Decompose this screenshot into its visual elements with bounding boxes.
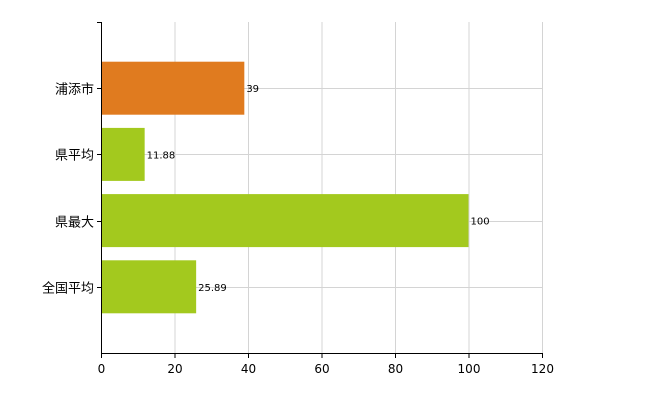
x-tick-label-0: 0 xyxy=(98,362,106,376)
axes xyxy=(97,22,543,358)
x-tick-label-6: 120 xyxy=(531,362,554,376)
value-label-1: 11.88 xyxy=(147,150,176,161)
x-tick-label-1: 20 xyxy=(167,362,182,376)
x-tick-label-2: 40 xyxy=(241,362,256,376)
bar-0 xyxy=(102,61,245,115)
category-label-1: 県平均 xyxy=(55,149,94,164)
category-label-0: 浦添市 xyxy=(55,82,94,98)
value-label-2: 100 xyxy=(471,217,490,228)
x-tick-label-4: 80 xyxy=(388,362,403,376)
category-label-2: 県最大 xyxy=(55,216,94,231)
x-tick-label-3: 60 xyxy=(314,362,329,376)
labels: 39 11.88 100 25.89 0 20 40 60 80 100 120 浦添市県平均県最大全… xyxy=(42,82,554,377)
bar-2 xyxy=(102,194,469,248)
bar-1 xyxy=(102,127,145,181)
bar-3 xyxy=(102,260,197,314)
value-label-3: 25.89 xyxy=(198,283,227,294)
bars xyxy=(102,61,469,314)
x-tick-label-5: 100 xyxy=(458,362,481,376)
value-label-0: 39 xyxy=(246,84,259,95)
category-label-3: 全国平均 xyxy=(42,281,94,297)
